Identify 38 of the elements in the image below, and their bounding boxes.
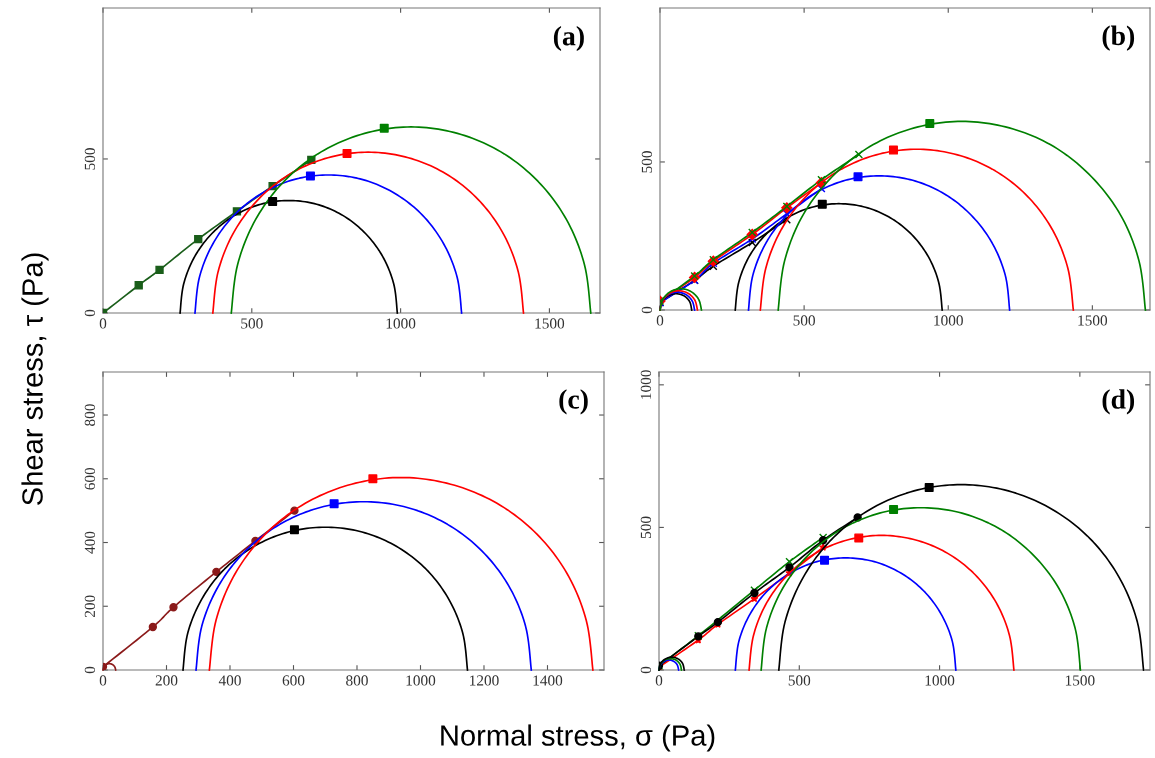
annotation: (b) [1102, 25, 1135, 51]
annotation: (d) [1102, 389, 1135, 415]
annotation: (c) [559, 389, 588, 415]
y-tick-label: 0 [84, 309, 96, 317]
x-tick-label: 0 [656, 315, 664, 326]
x-tick-label: 0 [99, 318, 107, 329]
x-tick-label: 0 [99, 675, 107, 686]
y-tick-label: 500 [640, 516, 652, 538]
x-tick-label: 1500 [1078, 315, 1108, 326]
y-tick-label: 500 [641, 151, 653, 173]
x-tick-label: 1000 [934, 315, 963, 326]
x-tick-label: 1000 [406, 675, 436, 686]
y-tick-label: 0 [84, 666, 96, 674]
x-axis-title: Normal stress, σ (Pa) [441, 724, 715, 752]
x-tick-label: 200 [155, 675, 178, 686]
annotation: (a) [553, 25, 584, 52]
y-tick-label: 0 [641, 306, 653, 314]
y-tick-label: 200 [84, 595, 96, 618]
y-tick-label: 1000 [640, 370, 652, 399]
x-tick-label: 800 [346, 675, 368, 686]
y-tick-label: 400 [84, 531, 96, 554]
x-tick-label: 600 [282, 675, 305, 686]
x-tick-label: 0 [655, 675, 663, 686]
x-tick-label: 1000 [925, 675, 955, 686]
x-tick-label: 500 [241, 318, 263, 329]
y-tick-label: 0 [640, 666, 652, 674]
x-tick-label: 1200 [470, 675, 499, 686]
x-tick-label: 500 [793, 315, 815, 326]
y-tick-label: 800 [84, 404, 96, 426]
x-tick-label: 1500 [535, 318, 565, 329]
x-tick-label: 1000 [386, 318, 416, 329]
x-tick-label: 1500 [1065, 675, 1095, 686]
x-tick-label: 500 [788, 675, 811, 686]
y-tick-label: 600 [84, 467, 96, 490]
y-tick-label: 500 [84, 148, 96, 170]
y-axis-title: Shear stress, τ (Pa) [21, 253, 49, 505]
x-tick-label: 400 [218, 675, 241, 686]
x-tick-label: 1400 [533, 675, 563, 686]
